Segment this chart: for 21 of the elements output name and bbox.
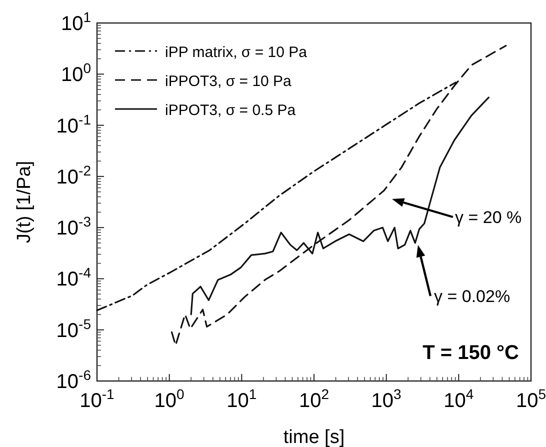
annotation: γ = 20 % bbox=[455, 208, 522, 227]
y-tick-label: 10$^{0}$ bbox=[60, 60, 92, 86]
x-tick-label: 10$^{4}$ bbox=[444, 386, 474, 412]
y-tick-label: 10$^{-4}$ bbox=[56, 264, 92, 291]
x-tick-label: 10$^{1}$ bbox=[226, 386, 257, 412]
x-axis-title: time [s] bbox=[283, 427, 345, 447]
legend-label: iPPOT3, σ = 0.5 Pa bbox=[165, 102, 296, 119]
y-tick-label: 10$^{-1}$ bbox=[56, 111, 92, 138]
x-tick-label: 10$^{2}$ bbox=[298, 386, 330, 412]
y-tick-label: 10$^{-5}$ bbox=[56, 316, 92, 342]
annotation: γ = 0.02% bbox=[434, 287, 510, 306]
legend-label: iPPOT3, σ = 10 Pa bbox=[165, 73, 292, 90]
x-tick-label: 10$^{0}$ bbox=[154, 386, 185, 412]
y-tick-label: 10$^{-3}$ bbox=[56, 214, 92, 240]
y-tick-label: 10$^{1}$ bbox=[60, 9, 92, 35]
legend-label: iPP matrix, σ = 10 Pa bbox=[165, 44, 308, 61]
y-axis-title: J(t) [1/Pa] bbox=[14, 160, 35, 244]
x-tick-label: 10$^{5}$ bbox=[516, 386, 546, 412]
annotation: T = 150 °C bbox=[422, 342, 519, 364]
x-tick-label: 10$^{3}$ bbox=[371, 386, 402, 412]
y-tick-label: 10$^{-2}$ bbox=[56, 162, 92, 188]
